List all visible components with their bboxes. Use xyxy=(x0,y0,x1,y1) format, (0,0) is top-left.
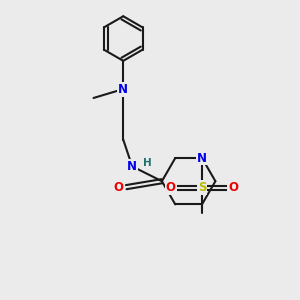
Text: H: H xyxy=(143,158,152,168)
Text: N: N xyxy=(118,82,128,96)
Text: S: S xyxy=(198,181,206,194)
Text: O: O xyxy=(114,181,124,194)
Text: N: N xyxy=(197,152,207,164)
Text: N: N xyxy=(127,160,137,173)
Text: O: O xyxy=(166,181,176,194)
Text: O: O xyxy=(228,181,238,194)
